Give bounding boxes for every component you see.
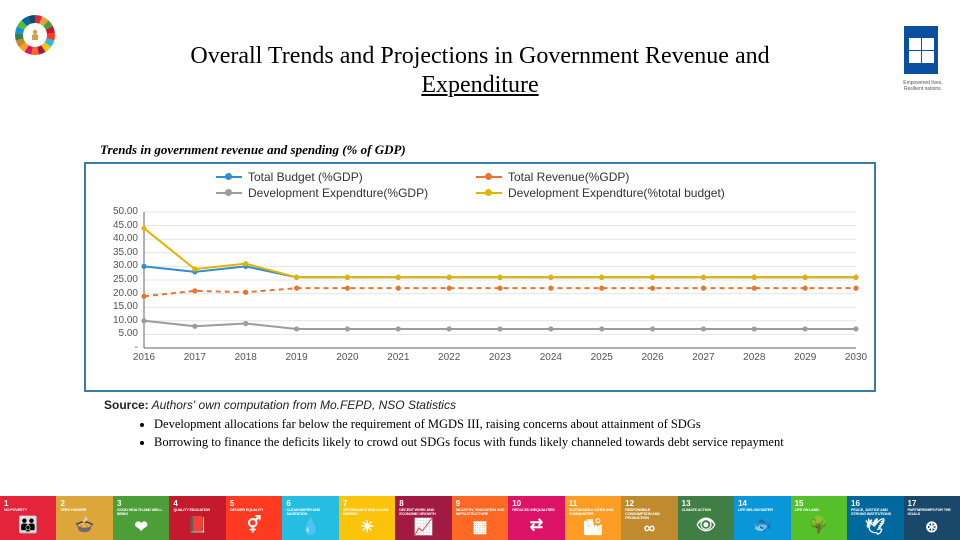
legend-item: Development Expendture(%total budget)	[476, 186, 776, 200]
x-tick-label: 2027	[683, 352, 723, 363]
legend-item: Development Expendture(%GDP)	[216, 186, 476, 200]
chart-svg	[144, 212, 856, 348]
x-tick-label: 2017	[175, 352, 215, 363]
sdg-tile-4: 4QUALITY EDUCATION📕	[169, 496, 225, 540]
sdg-wheel-icon	[14, 14, 56, 56]
sdg-tile-13: 13CLIMATE ACTION👁	[678, 496, 734, 540]
y-tick-label: 10.00	[104, 315, 138, 326]
bullet-item: Borrowing to finance the deficits likely…	[154, 434, 820, 450]
legend-label: Total Revenue(%GDP)	[508, 170, 629, 184]
page-title: Overall Trends and Projections in Govern…	[110, 42, 850, 100]
x-tick-label: 2022	[429, 352, 469, 363]
title-line-1: Overall Trends and Projections in Govern…	[190, 43, 769, 69]
x-tick-label: 2030	[836, 352, 876, 363]
chart-source: Source: Authors' own computation from Mo…	[104, 398, 456, 412]
x-tick-label: 2026	[633, 352, 673, 363]
undp-tagline: Empowered lives. Resilient nations.	[898, 80, 948, 92]
x-tick-label: 2020	[327, 352, 367, 363]
y-tick-label: 45.00	[104, 220, 138, 231]
sdg-tile-17: 17PARTNERSHIPS FOR THE GOALS⊛	[904, 496, 960, 540]
sdg-tile-7: 7AFFORDABLE AND CLEAN ENERGY☀	[339, 496, 395, 540]
sdg-tile-10: 10REDUCED INEQUALITIES⇄	[508, 496, 564, 540]
y-tick-label: 35.00	[104, 247, 138, 258]
chart-container: Total Budget (%GDP) Total Revenue(%GDP) De…	[84, 162, 876, 392]
sdg-tile-16: 16PEACE, JUSTICE AND STRONG INSTITUTIONS…	[847, 496, 903, 540]
title-line-2: Expenditure	[421, 72, 538, 98]
legend-label: Development Expendture(%GDP)	[248, 186, 428, 200]
sdg-tile-15: 15LIFE ON LAND🌳	[791, 496, 847, 540]
sdg-tile-12: 12RESPONSIBLE CONSUMPTION AND PRODUCTION…	[621, 496, 677, 540]
y-tick-label: 15.00	[104, 301, 138, 312]
chart-subtitle: Trends in government revenue and spendin…	[100, 142, 406, 158]
sdg-tile-9: 9INDUSTRY, INNOVATION AND INFRASTRUCTURE…	[452, 496, 508, 540]
undp-logo	[904, 26, 938, 74]
source-label: Source:	[104, 398, 149, 412]
slide: Empowered lives. Resilient nations. Over…	[0, 0, 960, 540]
sdg-tile-8: 8DECENT WORK AND ECONOMIC GROWTH📈	[395, 496, 451, 540]
x-tick-label: 2019	[277, 352, 317, 363]
sdg-tile-11: 11SUSTAINABLE CITIES AND COMMUNITIES🏙	[565, 496, 621, 540]
y-tick-label: 25.00	[104, 274, 138, 285]
x-tick-label: 2029	[785, 352, 825, 363]
y-tick-label: 30.00	[104, 260, 138, 271]
sdg-tile-1: 1NO POVERTY👪	[0, 496, 56, 540]
sdg-tile-3: 3GOOD HEALTH AND WELL-BEING❤	[113, 496, 169, 540]
x-tick-label: 2021	[378, 352, 418, 363]
y-tick-label: 40.00	[104, 233, 138, 244]
legend-label: Total Budget (%GDP)	[248, 170, 363, 184]
sdg-tile-2: 2ZERO HUNGER🍲	[56, 496, 112, 540]
source-text: Authors' own computation from Mo.FEPD, N…	[149, 398, 456, 412]
y-tick-label: 20.00	[104, 288, 138, 299]
sdg-tile-14: 14LIFE BELOW WATER🐟	[734, 496, 790, 540]
chart-plot-area	[144, 212, 856, 348]
chart-legend: Total Budget (%GDP) Total Revenue(%GDP) De…	[216, 170, 776, 200]
x-tick-label: 2024	[531, 352, 571, 363]
bullet-list: Development allocations far below the re…	[140, 416, 820, 453]
bullet-item: Development allocations far below the re…	[154, 416, 820, 432]
x-tick-label: 2028	[734, 352, 774, 363]
x-tick-label: 2025	[582, 352, 622, 363]
legend-item: Total Budget (%GDP)	[216, 170, 476, 184]
x-tick-label: 2018	[226, 352, 266, 363]
y-tick-label: 5.00	[104, 328, 138, 339]
y-tick-label: 50.00	[104, 206, 138, 217]
x-tick-label: 2016	[124, 352, 164, 363]
legend-item: Total Revenue(%GDP)	[476, 170, 776, 184]
legend-label: Development Expendture(%total budget)	[508, 186, 725, 200]
sdg-tile-5: 5GENDER EQUALITY⚥	[226, 496, 282, 540]
sdg-tile-6: 6CLEAN WATER AND SANITATION💧	[282, 496, 338, 540]
sdg-strip: 1NO POVERTY👪2ZERO HUNGER🍲3GOOD HEALTH AN…	[0, 496, 960, 540]
x-tick-label: 2023	[480, 352, 520, 363]
